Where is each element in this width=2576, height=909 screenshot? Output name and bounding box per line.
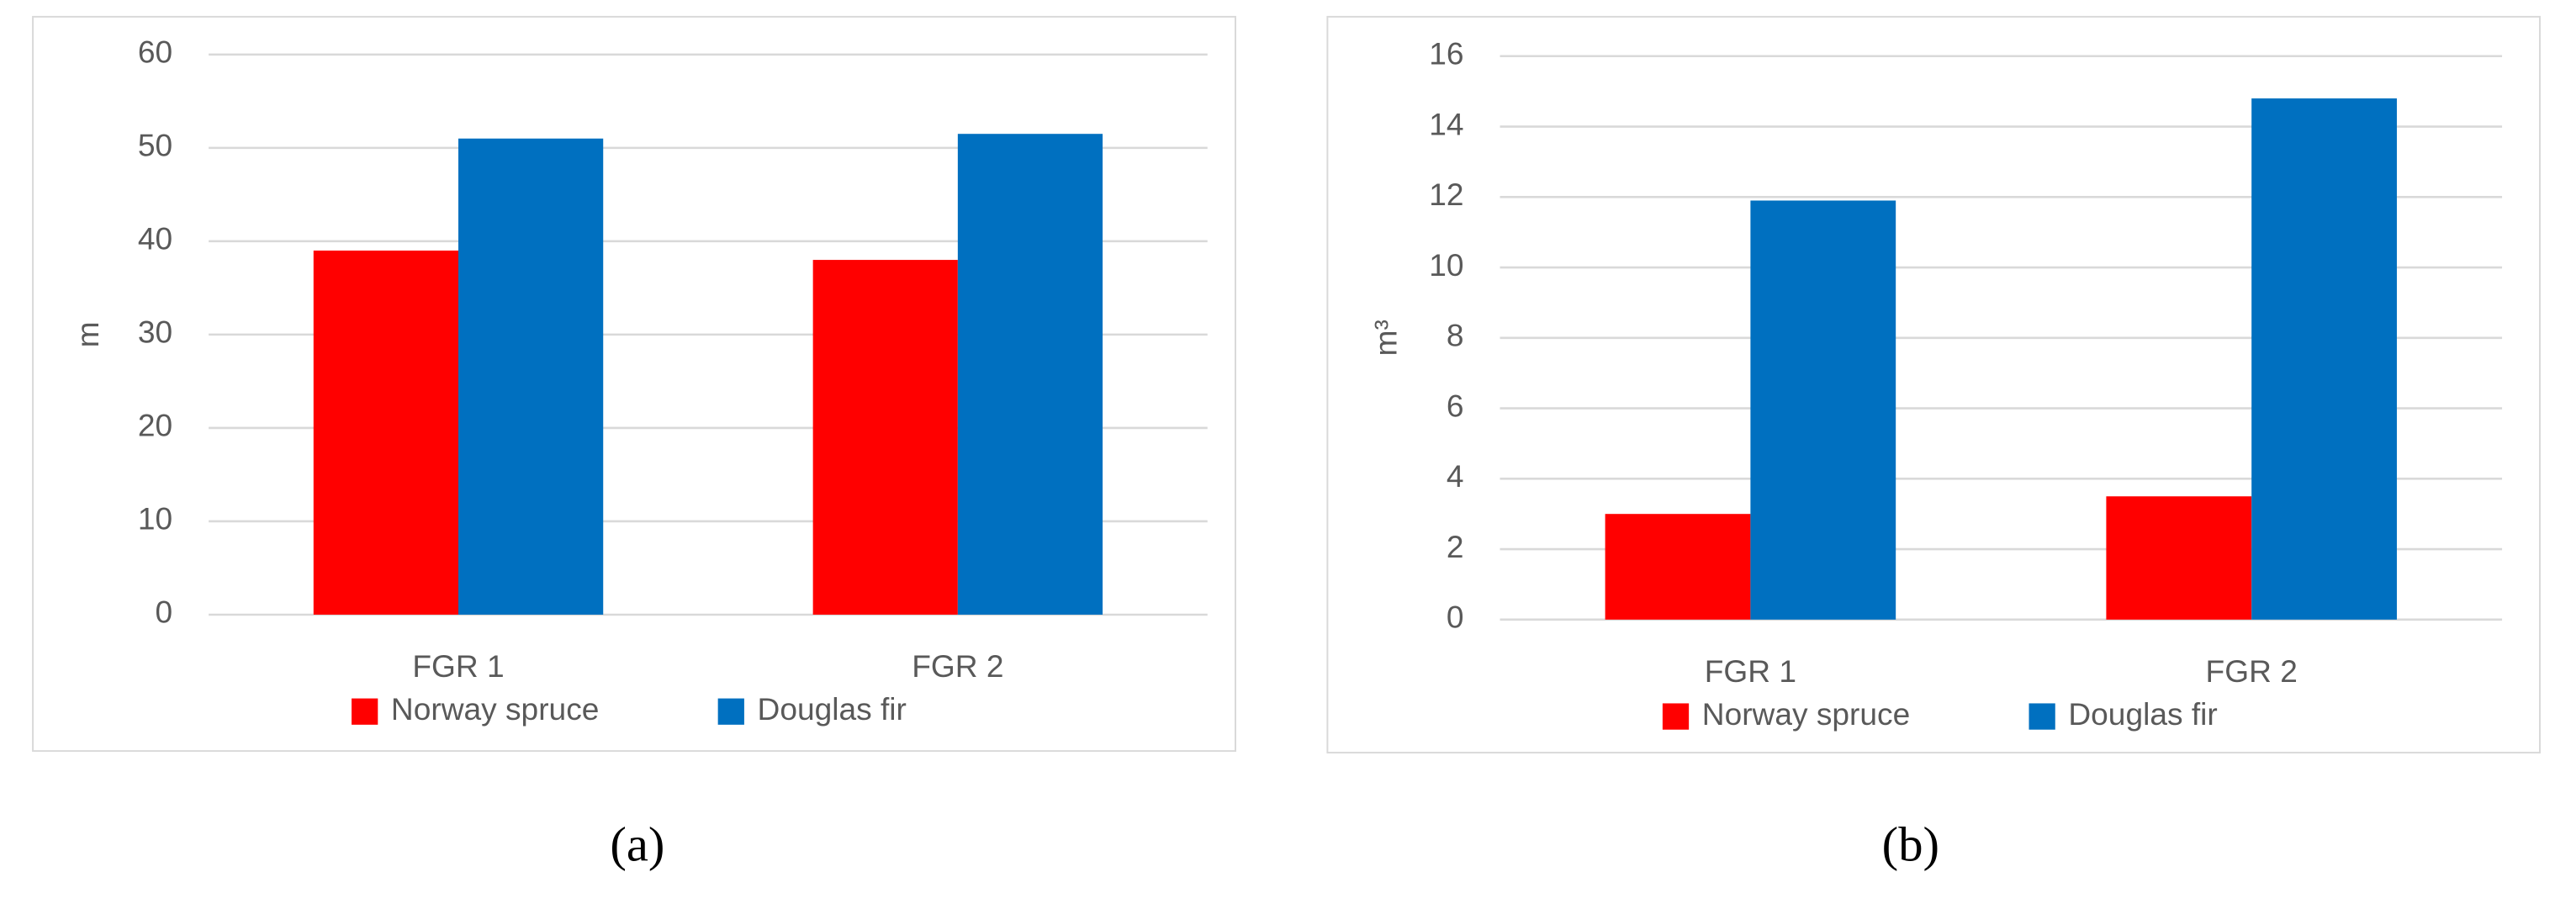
- bar: [2251, 98, 2397, 620]
- x-tick-label: FGR 1: [1705, 653, 1796, 689]
- bar: [1750, 200, 1896, 620]
- chart-frame: [1326, 15, 2542, 754]
- y-tick-label: 20: [138, 408, 172, 443]
- y-tick-label: 14: [1429, 106, 1463, 141]
- y-tick-label: 10: [1429, 247, 1463, 283]
- legend-swatch: [2029, 703, 2055, 730]
- legend-swatch: [1662, 703, 1690, 730]
- legend-label: Norway spruce: [391, 691, 599, 727]
- legend-swatch: [717, 698, 744, 725]
- panel-label: (a): [610, 817, 664, 872]
- x-tick-label: FGR 2: [912, 648, 1003, 684]
- legend-label: Norway spruce: [1702, 696, 1910, 732]
- bar: [957, 134, 1103, 615]
- x-tick-label: FGR 2: [2206, 653, 2298, 689]
- y-tick-label: 50: [138, 128, 172, 163]
- y-tick-label: 0: [1447, 600, 1464, 635]
- bar: [458, 138, 604, 615]
- bar: [2106, 496, 2252, 620]
- legend-label: Douglas fir: [758, 691, 907, 727]
- y-tick-label: 12: [1429, 177, 1463, 212]
- chart-frame: [32, 15, 1236, 753]
- bar: [812, 260, 958, 615]
- y-tick-label: 4: [1447, 458, 1464, 494]
- legend-swatch: [352, 698, 378, 725]
- y-tick-label: 30: [138, 314, 172, 350]
- y-tick-label: 2: [1447, 529, 1464, 564]
- y-tick-label: 8: [1447, 318, 1464, 353]
- panel-label: (b): [1882, 817, 1939, 872]
- x-tick-label: FGR 1: [412, 648, 504, 684]
- y-axis-label: m: [70, 321, 105, 347]
- y-axis-label: m³: [1367, 320, 1403, 356]
- y-tick-label: 40: [138, 221, 172, 256]
- bar: [1605, 514, 1751, 620]
- y-tick-label: 0: [155, 595, 172, 630]
- bar: [313, 250, 459, 615]
- y-tick-label: 10: [138, 501, 172, 536]
- y-tick-label: 60: [138, 34, 172, 70]
- y-tick-label: 6: [1447, 388, 1464, 423]
- y-tick-label: 16: [1429, 36, 1463, 71]
- legend-label: Douglas fir: [2068, 696, 2217, 732]
